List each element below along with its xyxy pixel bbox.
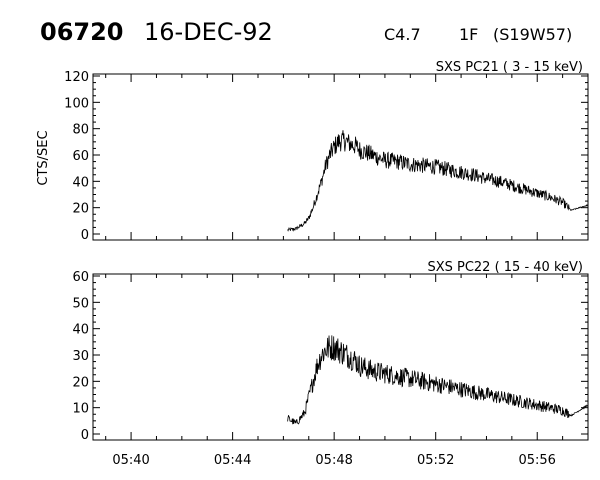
y-tick-label: 100 (64, 96, 89, 111)
y-tick-label: 50 (72, 296, 89, 311)
panel-pc22: SXS PC22 ( 15 - 40 keV) 0 10 20 30 40 50 60 05:… (72, 260, 589, 468)
y-tick-label: 20 (72, 202, 89, 217)
panel-title: SXS PC21 ( 3 - 15 keV) (436, 60, 583, 75)
y-tick-label: 0 (81, 428, 89, 443)
y-tick-label: 10 (72, 402, 89, 417)
y-tick-label: 40 (72, 323, 89, 338)
y-tick-label: 30 (72, 349, 89, 364)
x-tick-label: 05:52 (417, 453, 454, 468)
event-date: 16-DEC-92 (144, 18, 273, 46)
flare-location: (S19W57) (493, 25, 572, 44)
y-tick-label: 40 (72, 175, 89, 190)
y-tick-label: 80 (72, 123, 89, 138)
y-axis-label: CTS/SEC (36, 130, 51, 185)
y-tick-label: 20 (72, 375, 89, 390)
x-tick-label: 05:56 (518, 453, 555, 468)
y-tick-label: 60 (72, 149, 89, 164)
series-line (287, 130, 589, 232)
y-tick-label: 0 (81, 228, 89, 243)
series-line (287, 335, 588, 425)
plot-frame (92, 273, 589, 441)
x-tick-label: 05:48 (315, 453, 352, 468)
plot-frame (92, 73, 589, 241)
optical-class: 1F (459, 25, 478, 44)
x-tick-label: 05:40 (112, 453, 149, 468)
flare-class: C4.7 (384, 25, 421, 44)
y-tick-label: 60 (72, 270, 89, 285)
panel-pc21: SXS PC21 ( 3 - 15 keV) CTS/SEC 0 20 40 60 80… (36, 60, 589, 243)
y-tick-label: 120 (64, 70, 89, 85)
x-tick-label: 05:44 (214, 453, 251, 468)
panel-title: SXS PC22 ( 15 - 40 keV) (427, 260, 583, 275)
event-id: 06720 (40, 18, 124, 46)
